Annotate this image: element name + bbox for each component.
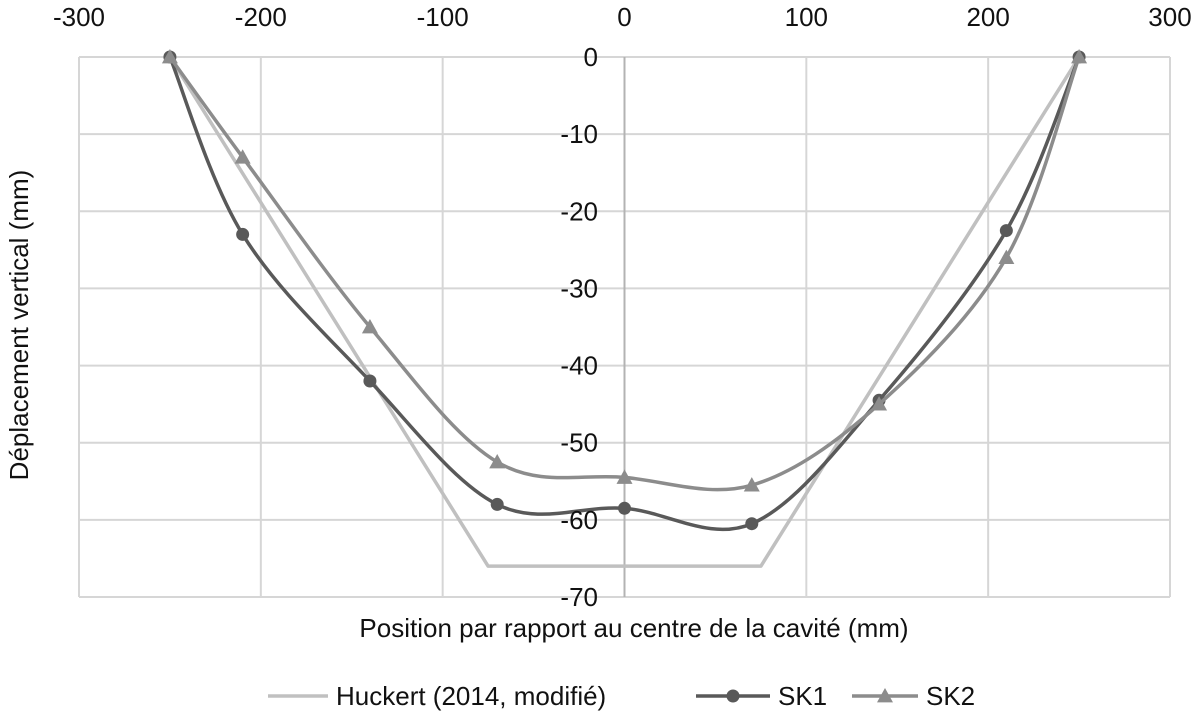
x-tick-label: 0 <box>617 2 631 32</box>
data-point <box>236 227 250 241</box>
x-tick-label: -300 <box>53 2 105 32</box>
legend-label: SK1 <box>778 681 827 711</box>
data-point <box>618 501 631 515</box>
x-tick-label: 100 <box>785 2 828 32</box>
x-tick-label: 300 <box>1148 2 1191 32</box>
data-point <box>871 396 888 411</box>
series-line <box>168 56 1081 568</box>
legend-swatch-marker <box>877 688 893 703</box>
data-point <box>161 49 178 64</box>
y-tick-label: -10 <box>560 119 598 149</box>
y-tick-label: -70 <box>560 582 598 612</box>
data-point <box>999 224 1013 238</box>
data-point <box>361 319 378 334</box>
legend: Huckert (2014, modifié) SK1 SK2 <box>268 681 975 711</box>
legend-item: Huckert (2014, modifié) <box>268 681 606 711</box>
y-tick-label: 0 <box>584 42 598 72</box>
axes <box>78 57 1171 597</box>
data-point <box>489 454 506 469</box>
x-tick-label: 200 <box>966 2 1009 32</box>
data-point <box>234 149 251 164</box>
legend-item: SK1 <box>696 681 827 711</box>
legend-swatch-marker <box>726 689 740 703</box>
series-huckert-2014-modifi <box>168 56 1081 568</box>
x-axis-title: Position par rapport au centre de la cav… <box>359 613 908 643</box>
tick-labels: -300 -200 -100 0 100 200 300 0 -10 -20 -30 -40 -50 -6… <box>53 2 1192 612</box>
y-tick-label: -20 <box>560 196 598 226</box>
series <box>161 49 1088 568</box>
data-point <box>745 517 759 531</box>
data-point <box>363 374 377 388</box>
y-axis-title: Déplacement vertical (mm) <box>4 170 34 481</box>
y-tick-label: -40 <box>560 351 598 381</box>
data-point <box>998 249 1015 264</box>
y-tick-label: -50 <box>560 428 598 458</box>
x-tick-label: -100 <box>417 2 469 32</box>
x-tick-label: -200 <box>235 2 287 32</box>
legend-item: SK2 <box>852 681 975 711</box>
data-point <box>1071 49 1088 64</box>
data-point <box>743 477 760 492</box>
y-tick-label: -30 <box>560 273 598 303</box>
y-tick-label: -60 <box>560 505 598 535</box>
data-point <box>616 469 633 484</box>
legend-label: Huckert (2014, modifié) <box>336 681 606 711</box>
data-point <box>490 497 504 511</box>
legend-label: SK2 <box>926 681 975 711</box>
series-sk2 <box>161 49 1088 492</box>
